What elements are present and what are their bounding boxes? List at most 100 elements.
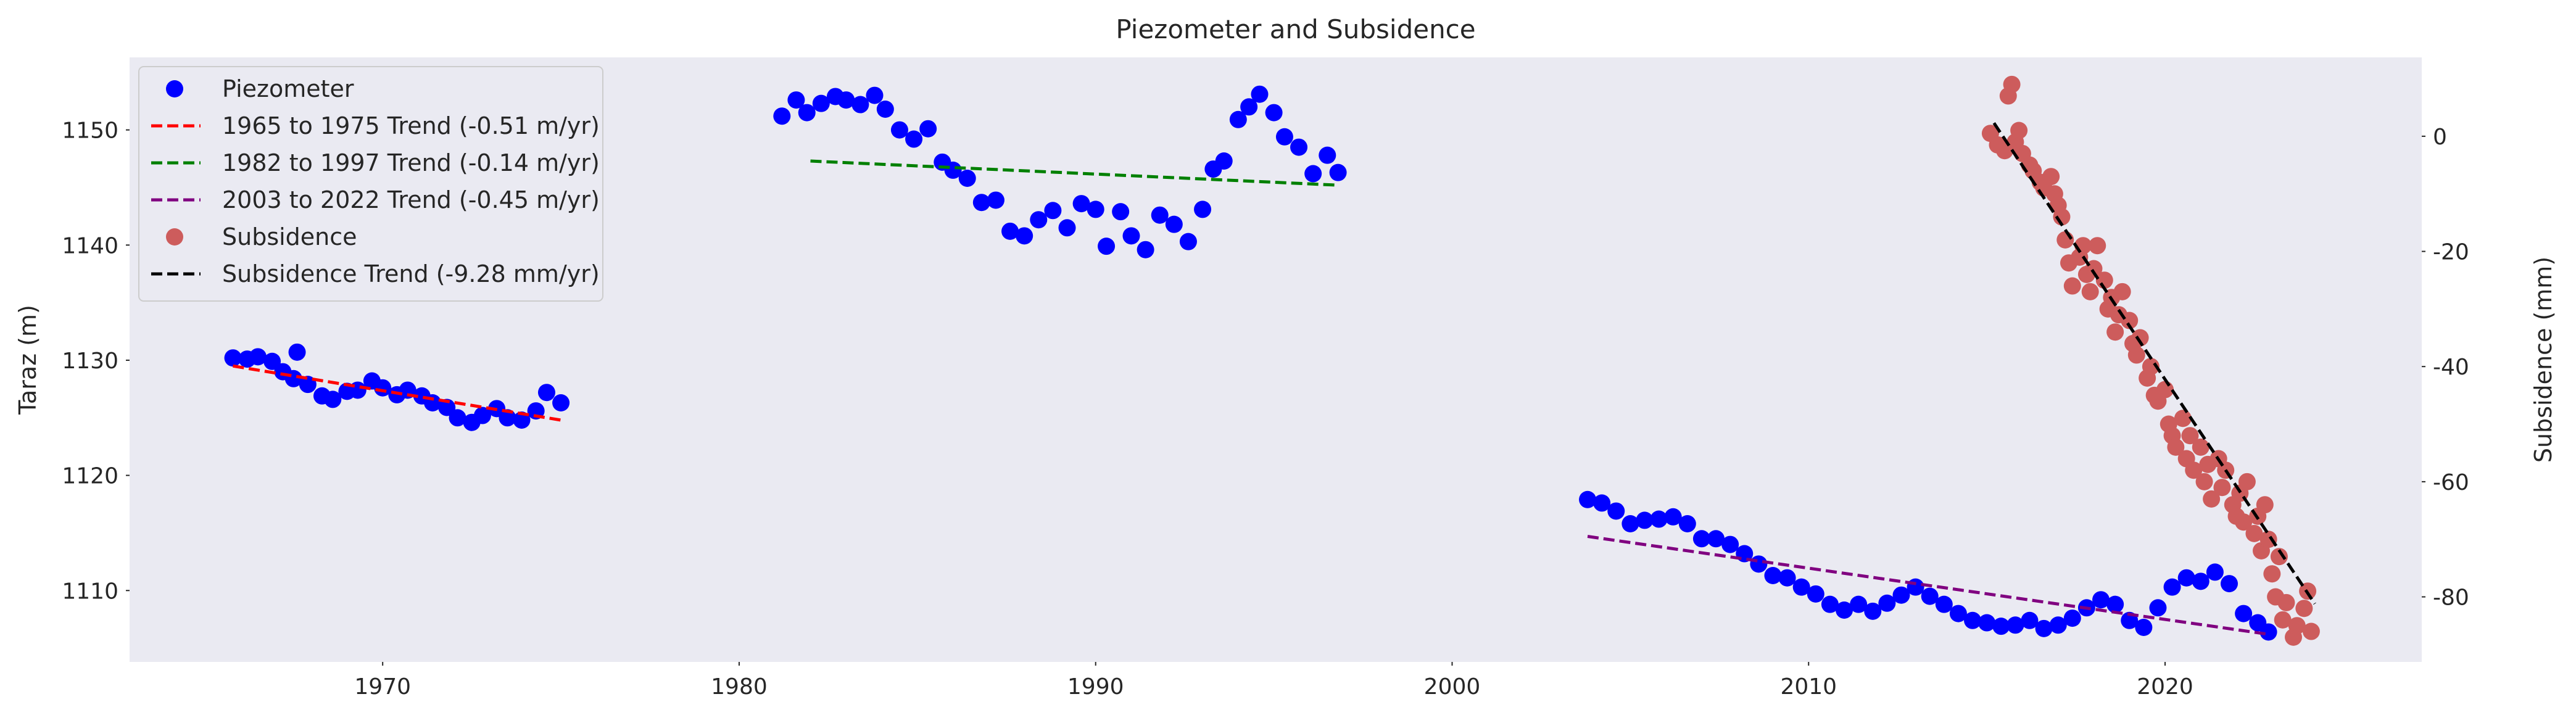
piezometer-point xyxy=(798,104,816,122)
piezometer-point xyxy=(263,352,281,370)
subsidence-point xyxy=(2063,277,2081,295)
piezometer-point xyxy=(2235,605,2253,622)
piezometer-point xyxy=(851,96,869,114)
subsidence-point xyxy=(2081,283,2099,300)
piezometer-point xyxy=(1058,219,1076,237)
piezometer-point xyxy=(2163,578,2181,596)
piezometer-point xyxy=(1921,587,1939,605)
subsidence-point xyxy=(2238,473,2256,490)
piezometer-point xyxy=(866,86,884,104)
piezometer-point xyxy=(1030,211,1048,229)
subsidence-point xyxy=(2263,565,2281,583)
piezometer-point xyxy=(1240,98,1258,116)
piezometer-point xyxy=(2259,623,2277,641)
piezometer-point xyxy=(1229,110,1247,128)
subsidence-point xyxy=(2235,513,2253,531)
subsidence-point xyxy=(2056,231,2074,249)
y2-tick-label: 0 xyxy=(2433,125,2447,150)
subsidence-point xyxy=(2174,410,2192,428)
subsidence-point xyxy=(2288,617,2306,635)
subsidence-point xyxy=(2167,438,2185,456)
subsidence-point xyxy=(2259,531,2277,548)
piezometer-point xyxy=(473,407,491,424)
legend-label: Piezometer xyxy=(222,75,354,102)
piezometer-point xyxy=(1098,238,1116,255)
piezometer-point xyxy=(1864,602,1882,620)
piezometer-point xyxy=(1607,502,1625,520)
piezometer-point xyxy=(890,121,908,139)
piezometer-point xyxy=(2192,572,2209,590)
series-layer xyxy=(224,75,2320,646)
piezometer-point xyxy=(374,379,392,397)
piezometer-point xyxy=(1907,578,1924,596)
piezometer-point xyxy=(1319,146,1336,164)
x-tick-label: 1980 xyxy=(711,674,768,700)
legend-label: 2003 to 2022 Trend (-0.45 m/yr) xyxy=(222,186,600,213)
piezometer-point xyxy=(1836,601,1853,619)
legend-label: Subsidence Trend (-9.28 mm/yr) xyxy=(222,260,600,287)
piezometer-point xyxy=(1821,595,1839,613)
chart-title: Piezometer and Subsidence xyxy=(1116,14,1475,44)
piezometer-point xyxy=(1275,128,1293,146)
piezometer-point xyxy=(1251,85,1269,103)
piezometer-point xyxy=(1151,206,1169,224)
x-tick-label: 1970 xyxy=(354,674,411,700)
y2-tick-label: -20 xyxy=(2433,240,2469,265)
legend-marker xyxy=(166,228,183,246)
piezometer-point xyxy=(1290,138,1308,156)
x-tick-label: 2020 xyxy=(2137,674,2193,700)
piezometer-point xyxy=(1650,510,1668,528)
x-tick-label: 1990 xyxy=(1067,674,1124,700)
piezometer-point xyxy=(1878,594,1896,612)
piezometer-point xyxy=(2149,599,2167,617)
trend-line xyxy=(233,364,561,422)
subsidence-point xyxy=(2185,461,2203,479)
piezometer-point xyxy=(2035,619,2053,637)
piezometer-point xyxy=(1621,515,1639,532)
piezometer-point xyxy=(787,91,805,109)
piezometer-point xyxy=(449,409,466,427)
subsidence-point xyxy=(2121,312,2139,329)
piezometer-point xyxy=(1579,490,1597,508)
series-1965 xyxy=(233,364,561,422)
piezometer-point xyxy=(288,343,306,361)
subsidence-point xyxy=(2053,208,2071,226)
legend-entry: Subsidence xyxy=(166,223,357,250)
y-tick-label: 1110 xyxy=(62,579,118,604)
piezometer-point xyxy=(1949,605,1967,622)
y-tick-label: 1120 xyxy=(62,464,118,489)
subsidence-point xyxy=(2156,381,2174,399)
x-tick-label: 2010 xyxy=(1780,674,1837,700)
subsidence-point xyxy=(2010,122,2028,139)
piezometer-point xyxy=(1964,611,1982,629)
subsidence-point xyxy=(2274,611,2292,629)
legend: Piezometer 1965 to 1975 Trend (-0.51 m/yr… xyxy=(138,66,603,302)
piezometer-point xyxy=(1692,530,1710,548)
piezometer-point xyxy=(1792,578,1810,596)
piezometer-point xyxy=(972,194,990,212)
subsidence-point xyxy=(2203,490,2221,508)
piezometer-point xyxy=(1165,215,1183,233)
piezometer-point xyxy=(1072,195,1090,213)
piezometer-point xyxy=(1179,233,1197,250)
piezometer-point xyxy=(1892,586,1910,604)
piezometer-point xyxy=(876,101,894,118)
y-axis-title: Taraz (m) xyxy=(14,305,41,415)
piezometer-point xyxy=(2135,619,2153,636)
subsidence-point xyxy=(2192,438,2209,456)
piezometer-point xyxy=(1016,227,1033,245)
y2-tick-label: -60 xyxy=(2433,470,2469,495)
x-axis-ticks: 1970 1980 1990 2000 2010 2020 xyxy=(354,662,2193,700)
piezometer-point xyxy=(1978,614,1996,632)
piezometer-point xyxy=(1112,203,1130,221)
piezometer-point xyxy=(438,399,456,416)
y-tick-label: 1130 xyxy=(62,349,118,374)
piezometer-point xyxy=(1850,595,1868,613)
piezometer-point xyxy=(1137,241,1154,258)
legend-label: Subsidence xyxy=(222,223,357,250)
piezometer-point xyxy=(1265,104,1283,122)
subsidence-point xyxy=(2131,329,2149,347)
subsidence-point xyxy=(2277,593,2295,611)
piezometer-point xyxy=(2221,575,2238,593)
